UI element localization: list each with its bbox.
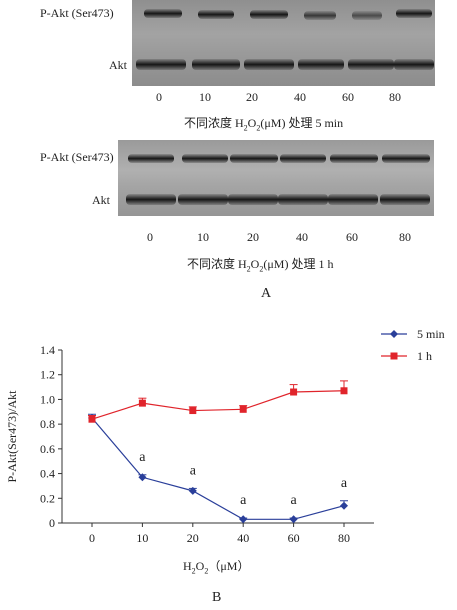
lane-label: 0: [147, 230, 153, 244]
lane-label: 0: [156, 90, 162, 104]
y-axis-label: P-Akt(Ser473)/Akt: [5, 390, 19, 483]
blot-label-p-akt: P-Akt (Ser473): [40, 150, 114, 164]
legend-label: 5 min: [417, 327, 445, 341]
significance-mark: a: [341, 476, 348, 491]
data-point: [189, 407, 197, 415]
western-blot-5min: [132, 0, 435, 86]
x-axis-label: H2O2（μM）: [183, 559, 250, 576]
x-tick-label: 40: [237, 531, 249, 545]
significance-mark: a: [190, 463, 197, 478]
significance-mark: a: [139, 450, 146, 465]
y-tick-label: 1.4: [40, 343, 55, 357]
y-tick-label: 0.6: [40, 442, 55, 456]
y-tick-label: 1.0: [40, 392, 55, 406]
lane-label: 10: [197, 230, 209, 244]
western-blot-1h: [118, 140, 434, 216]
y-tick-label: 0.4: [40, 467, 55, 481]
blot-caption-5min: 不同浓度 H2O2(μM) 处理 5 min: [184, 116, 344, 133]
y-tick-label: 1.2: [40, 368, 55, 382]
y-tick-label: 0.2: [40, 491, 55, 505]
y-tick-label: 0.8: [40, 417, 55, 431]
lane-label: 60: [342, 90, 354, 104]
significance-mark: a: [290, 493, 297, 508]
x-tick-label: 80: [338, 531, 350, 545]
lane-label: 80: [399, 230, 411, 244]
lane-label: 60: [346, 230, 358, 244]
lane-label: 40: [294, 90, 306, 104]
x-tick-label: 0: [89, 531, 95, 545]
lane-label: 20: [246, 90, 258, 104]
data-point: [239, 405, 247, 413]
data-point: [188, 486, 197, 495]
legend-label: 1 h: [417, 349, 432, 363]
data-point: [340, 501, 348, 510]
blot-label-p-akt: P-Akt (Ser473): [40, 6, 114, 20]
series-line-1h: [91, 390, 345, 420]
lane-label: 80: [389, 90, 401, 104]
y-tick-label: 0: [49, 516, 55, 530]
panel-letter-b: B: [212, 590, 222, 605]
blot-caption-1h: 不同浓度 H2O2(μM) 处理 1 h: [187, 257, 334, 274]
lane-label: 40: [296, 230, 308, 244]
data-point: [340, 387, 348, 395]
blot-label-akt: Akt: [92, 193, 110, 207]
data-point: [289, 515, 298, 524]
data-point: [88, 415, 96, 423]
lane-label: 20: [247, 230, 259, 244]
legend-marker: [390, 330, 398, 338]
data-point: [290, 388, 298, 396]
x-tick-label: 60: [288, 531, 300, 545]
x-tick-label: 20: [187, 531, 199, 545]
legend-marker: [390, 352, 398, 360]
data-point: [239, 515, 248, 524]
data-point: [138, 399, 146, 407]
data-point: [138, 473, 147, 482]
line-chart: 0 0.2 0.4 0.6 0.8 1.0 1.2 1.4 0 10 20 40 60 80 P-Akt(S…: [5, 327, 445, 545]
significance-mark: a: [240, 493, 247, 508]
series-line-5min: [91, 417, 345, 520]
x-tick-label: 10: [136, 531, 148, 545]
lane-label: 10: [199, 90, 211, 104]
blot-label-akt: Akt: [109, 58, 127, 72]
panel-letter-a: A: [261, 286, 272, 301]
